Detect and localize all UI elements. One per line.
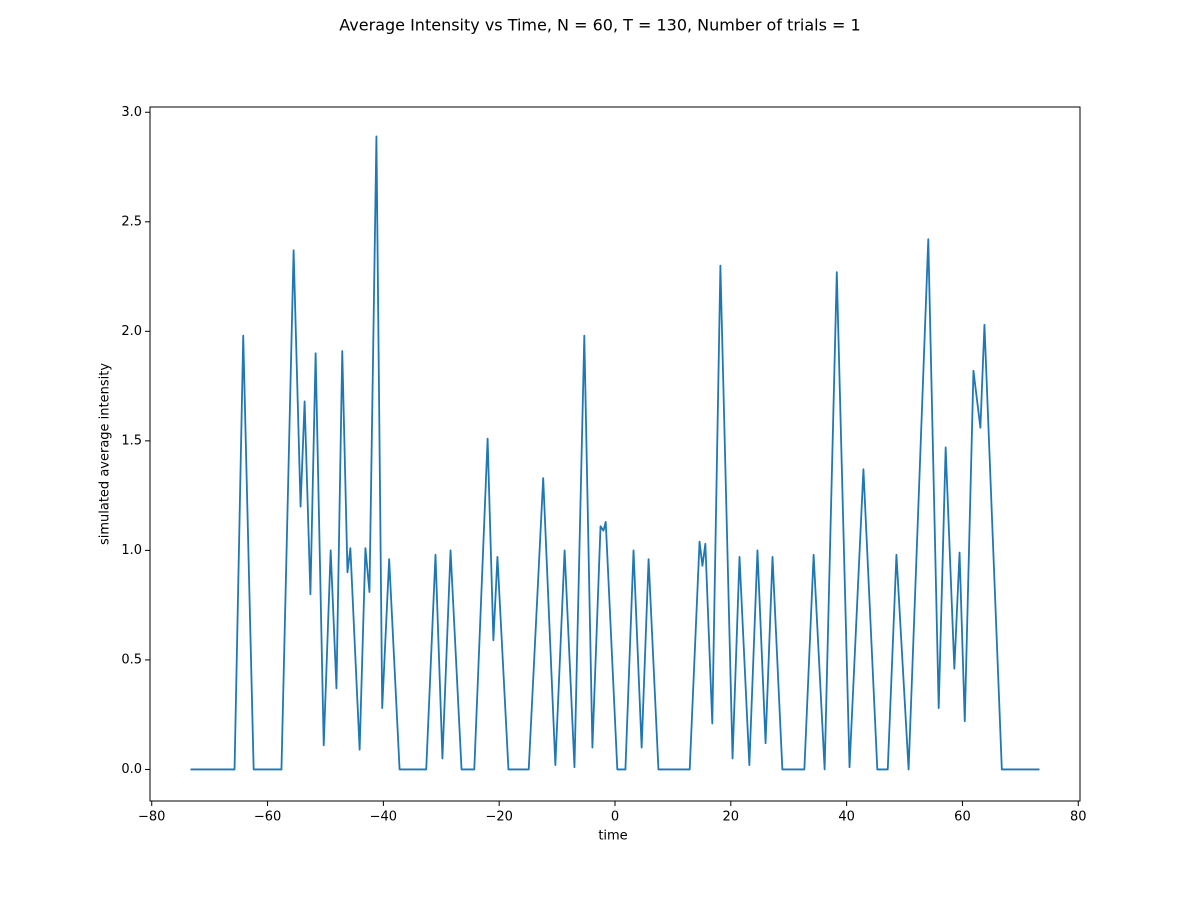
y-tick-label: 0.0 bbox=[121, 762, 142, 777]
x-tick-label: −20 bbox=[485, 810, 512, 825]
x-tick-label: 0 bbox=[611, 810, 619, 825]
x-axis-label: time bbox=[598, 829, 627, 844]
x-tick-label: −60 bbox=[254, 810, 281, 825]
chart-title: Average Intensity vs Time, N = 60, T = 1… bbox=[339, 16, 860, 35]
x-tick-label: 40 bbox=[838, 810, 855, 825]
y-tick-label: 2.0 bbox=[121, 324, 142, 339]
x-tick-label: −80 bbox=[138, 810, 165, 825]
x-tick-label: 80 bbox=[1070, 810, 1087, 825]
y-tick-label: 3.0 bbox=[121, 105, 142, 120]
data-line bbox=[190, 135, 1040, 771]
y-tick-label: 2.5 bbox=[121, 214, 142, 229]
x-tick-label: −40 bbox=[370, 810, 397, 825]
x-tick-label: 60 bbox=[954, 810, 971, 825]
y-tick-label: 0.5 bbox=[121, 652, 142, 667]
y-tick-label: 1.0 bbox=[121, 543, 142, 558]
y-axis-label: simulated average intensity bbox=[98, 363, 113, 545]
x-tick-label: 20 bbox=[723, 810, 740, 825]
y-tick-label: 1.5 bbox=[121, 433, 142, 448]
axes-frame bbox=[149, 106, 1081, 802]
